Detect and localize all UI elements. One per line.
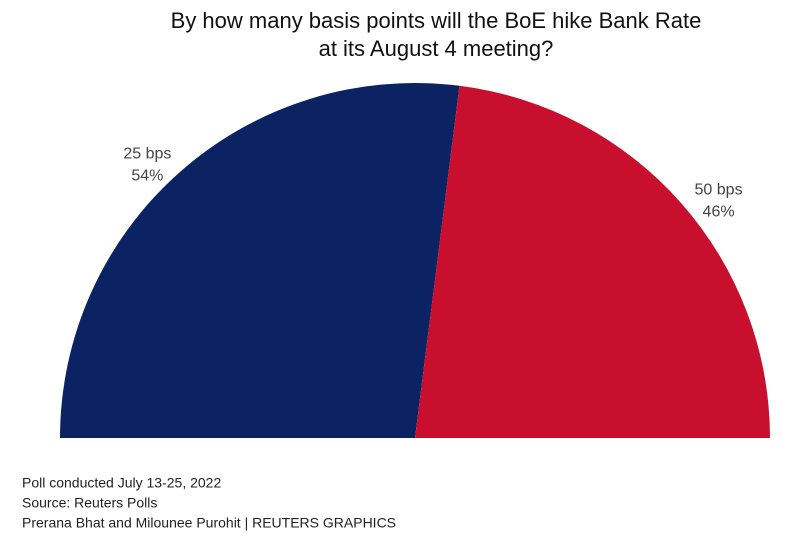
- note: Prerana Bhat and Milounee Purohit | REUT…: [22, 515, 396, 531]
- note: Source: Reuters Polls: [22, 495, 157, 511]
- pie-slice: [415, 85, 770, 438]
- chart-title: at its August 4 meeting?: [319, 36, 554, 61]
- slice-label: 50 bps: [695, 182, 743, 199]
- slice-value-label: 46%: [703, 204, 735, 221]
- slice-label: 25 bps: [123, 146, 171, 163]
- chart-title: By how many basis points will the BoE hi…: [171, 8, 702, 33]
- pie-slice: [60, 82, 460, 438]
- note: Poll conducted July 13-25, 2022: [22, 475, 221, 491]
- slice-value-label: 54%: [131, 168, 163, 185]
